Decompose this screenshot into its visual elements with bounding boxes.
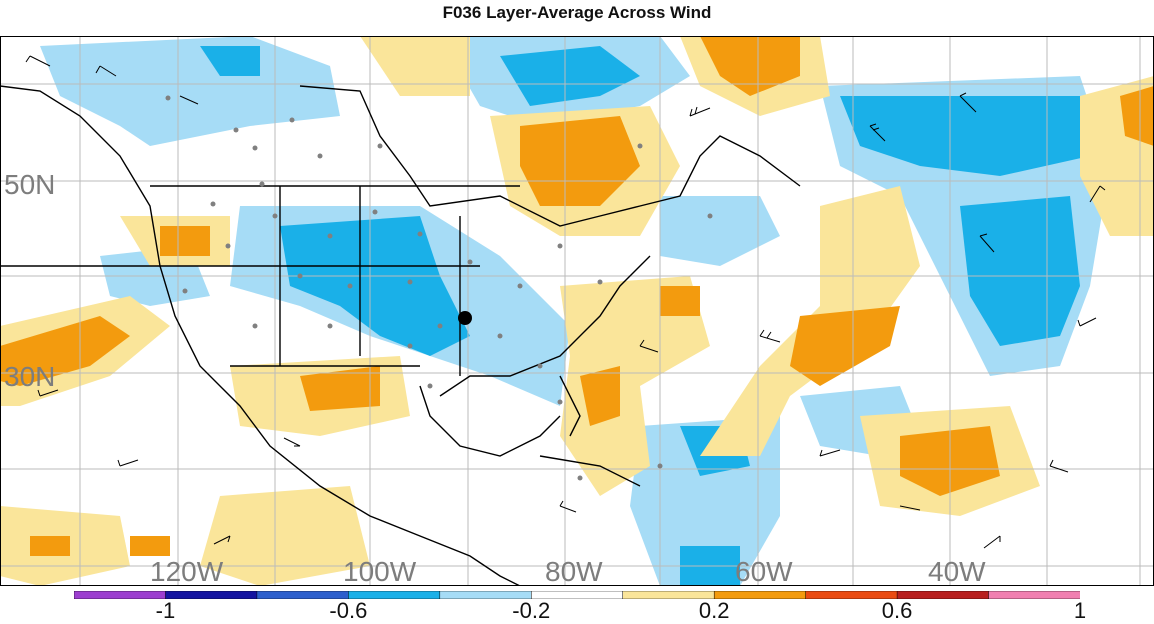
station-dot	[517, 283, 523, 289]
lon-label-80w: 80W	[545, 556, 603, 586]
station-dot	[372, 209, 378, 215]
orange-region	[520, 116, 640, 206]
station-dot	[182, 288, 188, 294]
station-dot	[165, 95, 171, 101]
orange-region	[700, 36, 800, 96]
station-dot	[437, 323, 443, 329]
lon-label-60w: 60W	[735, 556, 793, 586]
station-dot	[537, 363, 543, 369]
orange-region	[1120, 86, 1154, 146]
colorbar-tick-label: -0.2	[512, 598, 551, 623]
station-dot	[417, 231, 423, 237]
colorbar	[74, 591, 1080, 599]
lon-label-120w: 120W	[150, 556, 224, 586]
lon-label-40w: 40W	[928, 556, 986, 586]
lon-label-100w: 100W	[343, 556, 417, 586]
station-dot	[557, 243, 563, 249]
orange-region	[660, 286, 700, 316]
station-dot	[225, 243, 231, 249]
station-dot	[252, 145, 258, 151]
station-dot	[407, 279, 413, 285]
dark-blue-region	[840, 96, 1090, 176]
colorbar-tick-label: 1	[1073, 598, 1087, 623]
highlight-station-dot	[458, 311, 472, 325]
dark-blue-region	[200, 46, 260, 76]
coastlines	[0, 85, 801, 586]
station-dot	[347, 283, 353, 289]
across-wind-shading	[0, 36, 1154, 586]
station-dot	[577, 475, 583, 481]
orange-region	[130, 536, 170, 556]
lat-label-50n: 50N	[4, 169, 55, 200]
lat-label-30n: 30N	[4, 361, 55, 392]
station-dots	[165, 95, 713, 481]
station-dot	[557, 399, 563, 405]
orange-region	[300, 366, 380, 411]
station-dot	[707, 213, 713, 219]
station-dot	[233, 127, 239, 133]
station-dot	[272, 213, 278, 219]
yellow-region	[200, 486, 370, 586]
wind-barbs	[25, 55, 1106, 549]
station-dot	[297, 273, 303, 279]
colorbar-tick-label: -0.6	[329, 598, 368, 623]
orange-region	[160, 226, 210, 256]
light-blue-region	[40, 36, 340, 146]
yellow-region	[360, 36, 470, 96]
dark-blue-region	[280, 216, 470, 356]
station-dot	[377, 143, 383, 149]
dark-blue-region	[960, 196, 1080, 346]
dark-blue-region	[500, 46, 640, 106]
orange-region	[0, 316, 130, 386]
station-dot	[407, 343, 413, 349]
station-dot	[259, 181, 265, 187]
station-dot	[637, 143, 643, 149]
station-dot	[289, 117, 295, 123]
weather-map: 50N 30N 120W 100W 80W 60W 40W	[0, 36, 1154, 586]
station-dot	[597, 279, 603, 285]
orange-region	[580, 366, 620, 426]
station-dot	[252, 323, 258, 329]
colorbar-segment	[988, 591, 1080, 599]
station-dot	[327, 323, 333, 329]
station-dot	[327, 233, 333, 239]
station-dot	[427, 383, 433, 389]
station-dot	[317, 153, 323, 159]
colorbar-tick-label: 0.2	[698, 598, 730, 623]
station-dot	[467, 259, 473, 265]
orange-region	[30, 536, 70, 556]
yellow-region	[560, 276, 710, 496]
colorbar-tick-label: -1	[155, 598, 176, 623]
station-dot	[657, 463, 663, 469]
map-title: F036 Layer-Average Across Wind	[442, 3, 712, 22]
colorbar-tick-label: 0.6	[881, 598, 913, 623]
light-blue-region	[660, 196, 780, 266]
orange-region	[790, 306, 900, 386]
station-dot	[497, 333, 503, 339]
lat-lon-grid	[0, 36, 1154, 586]
station-dot	[210, 201, 216, 207]
